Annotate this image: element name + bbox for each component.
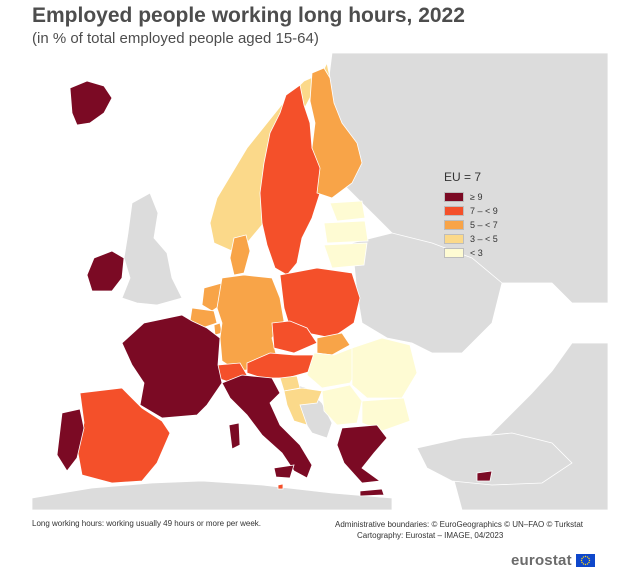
region-greece bbox=[336, 424, 388, 484]
flag-star bbox=[581, 561, 583, 564]
flag-star bbox=[586, 563, 588, 565]
legend-label: 7 – < 9 bbox=[470, 205, 498, 216]
legend-label: 5 – < 7 bbox=[470, 219, 498, 230]
eu-flag-icon bbox=[575, 554, 595, 567]
logo-text: eurostat bbox=[511, 552, 572, 569]
region-lithuania bbox=[323, 242, 368, 269]
region-portugal bbox=[56, 408, 85, 472]
region-france bbox=[121, 314, 223, 419]
region-sardinia bbox=[228, 422, 241, 450]
flag-star bbox=[588, 561, 590, 564]
region-latvia bbox=[323, 220, 369, 244]
region-poland bbox=[279, 267, 361, 339]
flag-star bbox=[580, 559, 582, 562]
region-sicily bbox=[273, 464, 295, 479]
legend-swatch bbox=[444, 247, 464, 258]
chart-subtitle: (in % of total employed people aged 15-6… bbox=[32, 30, 319, 47]
legend-swatch bbox=[444, 205, 464, 216]
flag-star bbox=[581, 557, 583, 560]
map-canvas bbox=[32, 53, 608, 510]
region-ireland bbox=[86, 250, 125, 292]
region-denmark bbox=[229, 234, 251, 276]
region-iceland bbox=[69, 80, 113, 126]
legend-item: ≥ 9 bbox=[444, 190, 584, 203]
region-finland bbox=[309, 67, 363, 199]
land-great-britain bbox=[121, 192, 183, 306]
flag-star bbox=[586, 556, 588, 558]
legend-swatch bbox=[444, 191, 464, 202]
europe-map bbox=[32, 53, 608, 510]
land-turkey bbox=[416, 432, 573, 486]
legend-title: EU = 7 bbox=[444, 170, 482, 184]
legend-item: 3 – < 5 bbox=[444, 232, 584, 245]
flag-star bbox=[588, 559, 590, 562]
legend-item: 7 – < 9 bbox=[444, 204, 584, 217]
land-north-africa bbox=[32, 480, 393, 510]
legend-item: 5 – < 7 bbox=[444, 218, 584, 231]
flag-star bbox=[588, 557, 590, 560]
region-italy bbox=[221, 374, 313, 479]
flag-star bbox=[582, 556, 584, 558]
legend-label: ≥ 9 bbox=[470, 191, 483, 202]
legend: EU = 7 ≥ 9 7 – < 9 5 – < 7 3 – < 5 < 3 bbox=[444, 170, 584, 260]
legend-item: < 3 bbox=[444, 246, 584, 259]
flag-star bbox=[582, 563, 584, 565]
country-regions bbox=[56, 61, 493, 490]
background-land bbox=[32, 53, 608, 510]
legend-label: 3 – < 5 bbox=[470, 233, 498, 244]
flag-star bbox=[584, 563, 586, 566]
region-bulgaria bbox=[361, 397, 411, 432]
credits-cartography: Cartography: Eurostat – IMAGE, 04/2023 bbox=[357, 531, 504, 540]
legend-swatch bbox=[444, 219, 464, 230]
flag-star bbox=[584, 555, 586, 558]
region-crete bbox=[359, 488, 385, 497]
legend-label: < 3 bbox=[470, 247, 483, 258]
region-estonia bbox=[329, 200, 366, 222]
region-slovakia bbox=[316, 332, 351, 356]
credits-boundaries: Administrative boundaries: © EuroGeograp… bbox=[335, 520, 584, 529]
footnote: Long working hours: working usually 49 h… bbox=[32, 519, 262, 528]
legend-swatch bbox=[444, 233, 464, 244]
region-serbia bbox=[321, 384, 363, 426]
land-ukraine-belarus bbox=[351, 232, 503, 354]
region-romania bbox=[351, 337, 418, 399]
map-credits: Administrative boundaries: © EuroGeograp… bbox=[335, 519, 583, 541]
region-malta bbox=[277, 483, 284, 490]
region-cyprus bbox=[476, 470, 493, 482]
region-croatia bbox=[283, 387, 323, 426]
chart-title: Employed people working long hours, 2022 bbox=[32, 4, 465, 27]
eurostat-logo: eurostat bbox=[511, 552, 595, 569]
